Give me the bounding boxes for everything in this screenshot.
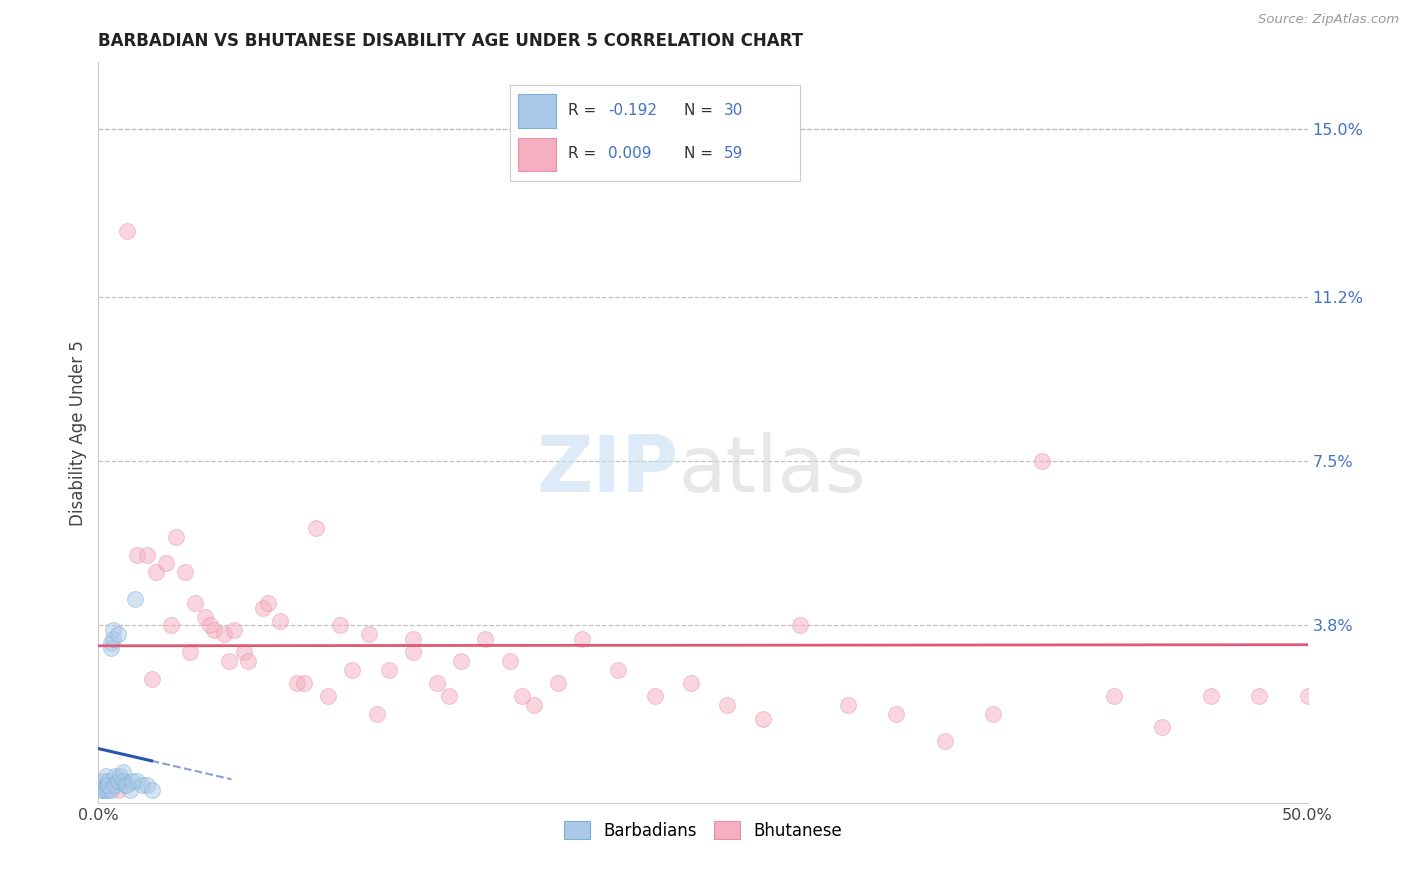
Point <box>135 548 157 562</box>
Point <box>1102 690 1125 704</box>
Point <box>108 769 131 783</box>
Point <box>184 596 207 610</box>
Point <box>679 676 702 690</box>
Point <box>1031 454 1053 468</box>
Point <box>252 600 274 615</box>
Text: BARBADIAN VS BHUTANESE DISABILITY AGE UNDER 5 CORRELATION CHART: BARBADIAN VS BHUTANESE DISABILITY AGE UN… <box>98 32 803 50</box>
Point <box>934 733 956 747</box>
Point <box>141 672 163 686</box>
Point <box>118 782 141 797</box>
Point <box>101 623 124 637</box>
Point <box>91 773 114 788</box>
Point <box>1249 690 1271 704</box>
Point <box>107 627 129 641</box>
Point <box>450 654 472 668</box>
Point <box>402 645 425 659</box>
Point <box>437 690 460 704</box>
Point <box>135 778 157 792</box>
Point <box>97 782 120 797</box>
Point <box>155 557 177 571</box>
Point <box>94 778 117 792</box>
Point <box>571 632 593 646</box>
Point <box>981 707 1004 722</box>
Point <box>218 654 240 668</box>
Point <box>1199 690 1222 704</box>
Point <box>100 782 122 797</box>
Point <box>100 636 122 650</box>
Text: atlas: atlas <box>679 432 866 508</box>
Point <box>160 618 183 632</box>
Point <box>607 663 630 677</box>
Point <box>329 618 352 632</box>
Point <box>1296 690 1319 704</box>
Point <box>474 632 496 646</box>
Point <box>94 769 117 783</box>
Point <box>547 676 569 690</box>
Point <box>377 663 399 677</box>
Point <box>174 566 197 580</box>
Text: ZIP: ZIP <box>537 432 679 508</box>
Point <box>104 778 127 792</box>
Point <box>91 782 114 797</box>
Point <box>366 707 388 722</box>
Point <box>789 618 811 632</box>
Point <box>256 596 278 610</box>
Point <box>716 698 738 713</box>
Point <box>111 764 134 779</box>
Legend: Barbadians, Bhutanese: Barbadians, Bhutanese <box>557 814 849 847</box>
Point <box>111 773 134 788</box>
Point <box>523 698 546 713</box>
Text: Source: ZipAtlas.com: Source: ZipAtlas.com <box>1258 13 1399 27</box>
Point <box>292 676 315 690</box>
Point <box>837 698 859 713</box>
Point <box>644 690 666 704</box>
Point <box>426 676 449 690</box>
Point <box>114 778 136 792</box>
Point <box>402 632 425 646</box>
Point <box>316 690 339 704</box>
Point <box>94 782 117 797</box>
Point <box>359 627 381 641</box>
Point <box>886 707 908 722</box>
Point <box>269 614 291 628</box>
Point <box>222 623 245 637</box>
Point <box>1152 721 1174 735</box>
Point <box>342 663 364 677</box>
Point <box>198 618 221 632</box>
Point <box>194 609 217 624</box>
Point <box>127 773 149 788</box>
Point <box>285 676 308 690</box>
Point <box>121 773 143 788</box>
Point <box>107 773 129 788</box>
Point <box>131 778 153 792</box>
Point <box>141 782 163 797</box>
Point <box>212 627 235 641</box>
Point <box>232 645 254 659</box>
Point <box>117 224 139 238</box>
Point <box>104 769 127 783</box>
Point <box>305 521 328 535</box>
Point <box>100 640 122 655</box>
Point <box>165 530 187 544</box>
Point <box>97 778 120 792</box>
Point <box>179 645 201 659</box>
Point <box>90 782 112 797</box>
Point <box>752 712 775 726</box>
Point <box>204 623 226 637</box>
Point <box>107 782 129 797</box>
Point <box>97 773 120 788</box>
Point <box>498 654 520 668</box>
Point <box>238 654 260 668</box>
Point <box>124 591 146 606</box>
Point <box>145 566 167 580</box>
Point <box>510 690 533 704</box>
Point <box>101 632 124 646</box>
Point <box>127 548 149 562</box>
Y-axis label: Disability Age Under 5: Disability Age Under 5 <box>69 340 87 525</box>
Point <box>117 778 139 792</box>
